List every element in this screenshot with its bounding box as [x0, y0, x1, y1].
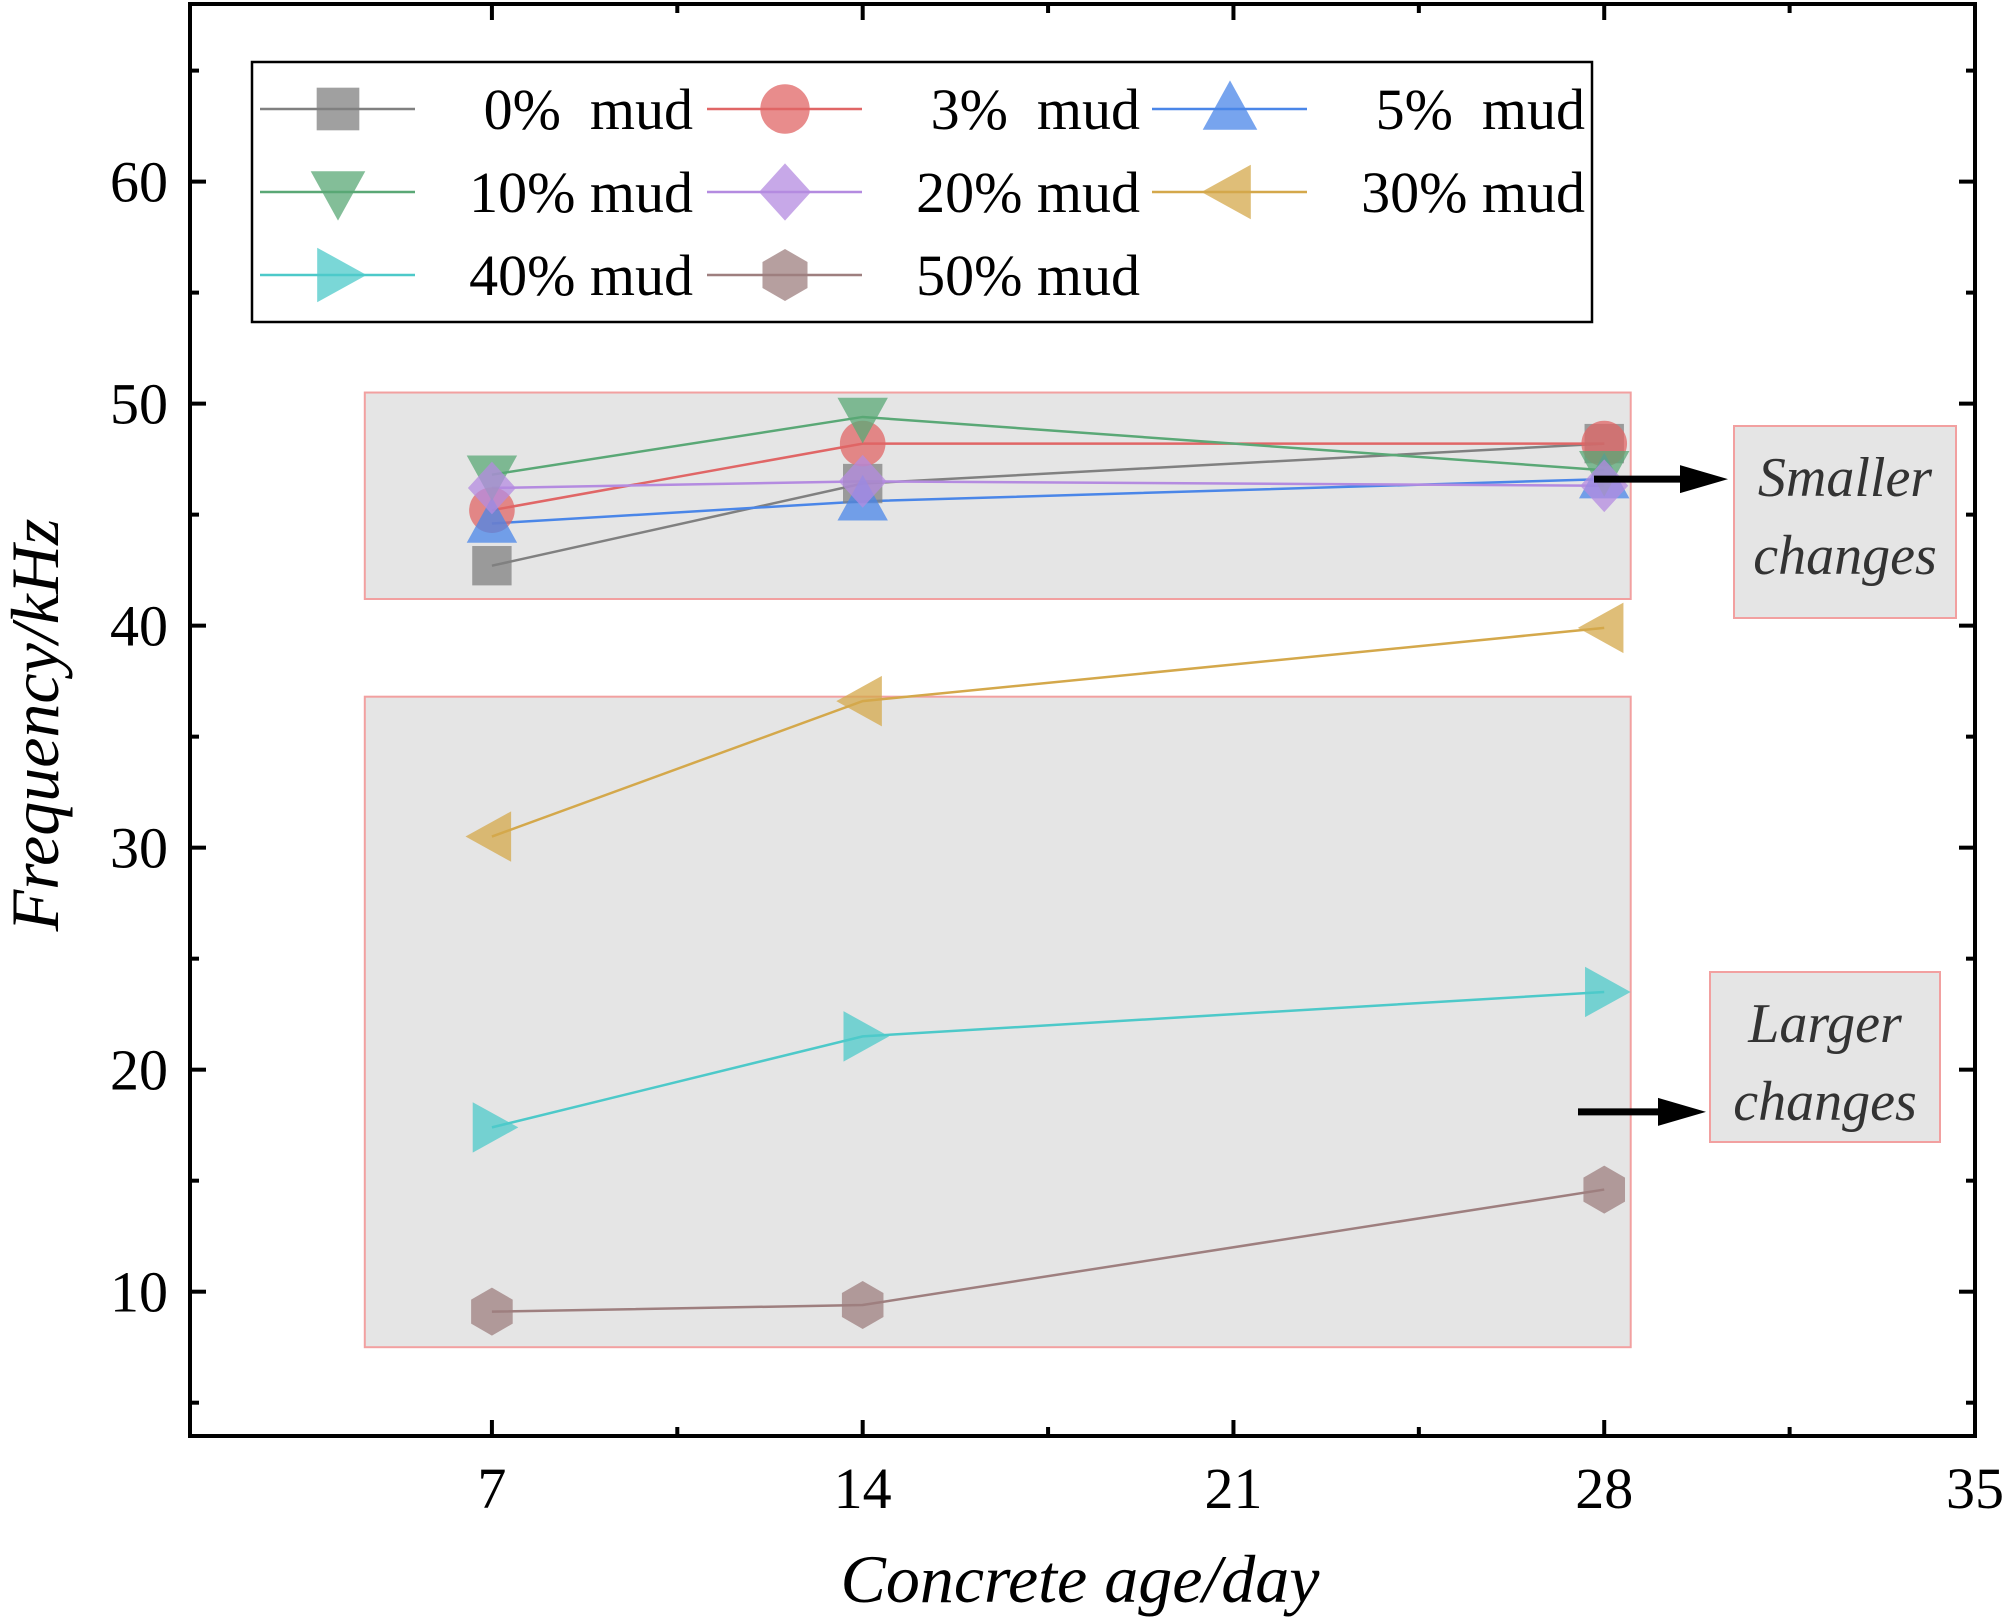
data-point — [472, 546, 512, 586]
annotation-2: Larger changes — [1578, 971, 1941, 1143]
y-tick-label: 50 — [110, 372, 168, 437]
y-tick-label: 30 — [110, 816, 168, 881]
y-tick-label: 60 — [110, 150, 168, 215]
annotation-arrow-head — [1680, 465, 1728, 494]
data-point — [467, 461, 516, 515]
data-point — [1585, 966, 1631, 1018]
highlight-region-2 — [363, 695, 1632, 1349]
legend-marker — [759, 163, 811, 221]
legend-label: 0% mud — [484, 77, 693, 142]
data-point — [1580, 459, 1629, 513]
x-axis-title: Concrete age/day — [841, 1541, 1321, 1617]
x-tick-label: 28 — [1575, 1456, 1633, 1521]
x-tick-label: 21 — [1204, 1456, 1262, 1521]
legend-marker — [760, 84, 810, 134]
data-point — [471, 1287, 513, 1336]
annotation-text: changes — [1733, 1071, 1917, 1133]
annotation-text: changes — [1753, 525, 1937, 587]
annotation-box — [1733, 425, 1957, 619]
data-point — [1577, 602, 1624, 654]
legend-label: 40% mud — [469, 243, 693, 308]
legend-label: 50% mud — [916, 243, 1140, 308]
data-point — [839, 420, 886, 467]
data-point — [837, 397, 888, 444]
legend-item: 50% mud — [707, 243, 1140, 308]
legend-item: 30% mud — [1152, 160, 1585, 225]
legend-label: 3% mud — [931, 77, 1140, 142]
legend-box — [250, 60, 1594, 324]
x-tick-label: 35 — [1946, 1456, 2004, 1521]
legend-marker — [1202, 80, 1258, 130]
data-point — [836, 675, 882, 727]
y-axis-title: Frequency/kHz — [0, 519, 73, 933]
annotation-box — [1709, 971, 1941, 1143]
legend-marker — [317, 247, 367, 303]
legend-item: 40% mud — [260, 243, 693, 308]
x-tick-label: 7 — [477, 1456, 506, 1521]
legend-marker — [1201, 164, 1251, 220]
data-point — [843, 1011, 890, 1062]
series-markers — [465, 397, 1631, 1336]
highlight-region-1 — [363, 391, 1632, 601]
legend-label: 30% mud — [1361, 160, 1585, 225]
x-tick-label: 14 — [834, 1456, 892, 1521]
y-tick-label: 10 — [110, 1260, 168, 1325]
legend-label: 5% mud — [1376, 77, 1585, 142]
legend-marker — [316, 87, 360, 131]
annotation-text: Larger — [1747, 993, 1902, 1055]
data-point — [1583, 1165, 1626, 1214]
y-tick-label: 40 — [110, 594, 168, 659]
highlight-regions — [363, 391, 1632, 1349]
data-point — [472, 1102, 519, 1153]
data-point — [465, 811, 512, 862]
legend: 0% mud 3% mud 5% mud 10% mud 20% mud 30% mud 4… — [250, 60, 1594, 324]
legend-item: 20% mud — [707, 160, 1140, 225]
legend-marker — [310, 171, 366, 221]
annotation-1: Smaller changes — [1594, 425, 1957, 619]
plot-frame — [188, 2, 1977, 1438]
legend-label: 20% mud — [916, 160, 1140, 225]
legend-item: 5% mud — [1152, 77, 1585, 142]
legend-item: 3% mud — [707, 77, 1140, 142]
legend-item: 0% mud — [260, 77, 693, 142]
legend-item: 10% mud — [260, 160, 693, 225]
annotations: Smaller changes Larger changes — [1578, 425, 1957, 1143]
legend-marker — [762, 249, 808, 301]
data-point — [838, 454, 887, 508]
axes: 7 14 21 28 35 10 20 30 40 50 60 — [110, 2, 2004, 1521]
data-point — [466, 497, 518, 543]
data-point — [841, 1281, 884, 1330]
annotation-arrow-head — [1658, 1097, 1706, 1126]
y-tick-label: 20 — [110, 1038, 168, 1103]
annotation-text: Smaller — [1758, 447, 1932, 509]
legend-label: 10% mud — [469, 160, 693, 225]
